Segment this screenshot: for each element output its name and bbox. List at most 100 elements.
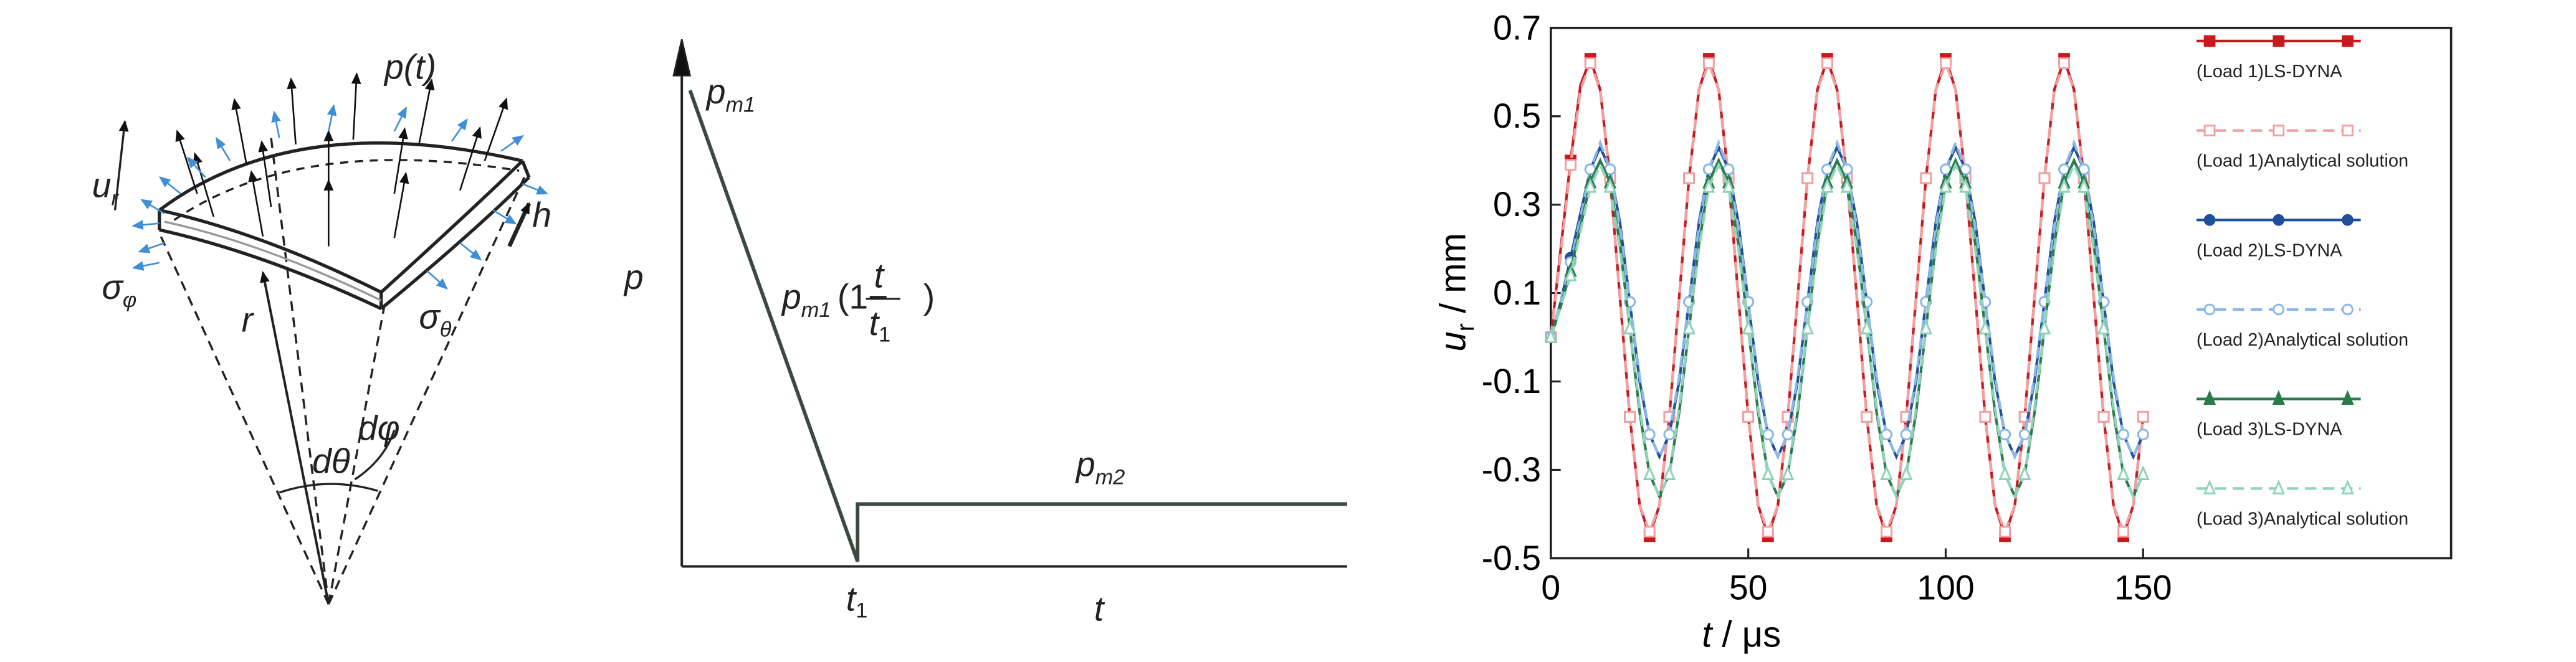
time-mark: t1 <box>846 580 867 623</box>
load-y-label: p <box>623 258 644 296</box>
stress-arrow <box>393 106 407 132</box>
marker <box>1662 465 1676 480</box>
marker <box>1663 428 1676 441</box>
marker <box>1801 319 1814 334</box>
marker <box>2272 390 2285 405</box>
pressure-arrow <box>175 130 198 194</box>
t: t <box>846 580 857 618</box>
angle-theta-label: dθ <box>312 442 350 480</box>
x-axis-label: t / μs <box>1702 615 1781 655</box>
marker <box>2203 390 2216 405</box>
marker <box>1762 526 1774 538</box>
stress-arrow <box>140 199 165 214</box>
stress-arrow <box>159 176 181 195</box>
p: p <box>781 278 801 316</box>
marker <box>1544 328 1557 343</box>
marker <box>1900 428 1912 441</box>
x-tick-label: 100 <box>1917 568 1974 607</box>
series-line <box>1549 59 2145 536</box>
pressure-label: p(t) <box>383 48 436 87</box>
marker <box>1999 428 2011 441</box>
marker <box>1978 319 1992 334</box>
marker <box>1840 178 1854 193</box>
marker <box>1682 319 1696 334</box>
formula: pm1 (1− <box>781 278 889 322</box>
marker <box>1821 178 1834 193</box>
marker <box>2117 465 2130 480</box>
displacement-arrow <box>113 120 129 210</box>
marker <box>2058 57 2070 69</box>
series-line <box>1549 157 2145 500</box>
stress-arrow <box>271 110 281 138</box>
pressure-arrow <box>393 171 409 239</box>
stress-arrow <box>522 183 549 195</box>
stress-arrow <box>492 209 517 225</box>
load-axes <box>680 65 1347 568</box>
marker <box>2273 35 2285 47</box>
legend-label: (Load 3)LS-DYNA <box>2197 420 2342 440</box>
stress-arrow <box>500 135 524 152</box>
marker <box>1564 266 1577 281</box>
m2: m2 <box>1095 466 1125 489</box>
marker <box>1821 57 1833 69</box>
u: u <box>1433 331 1474 351</box>
pressure-arrow <box>459 126 482 191</box>
pressure-arrow <box>231 98 247 164</box>
stress-arrow <box>186 156 206 178</box>
stress-arrow <box>138 242 165 253</box>
peak-label: pm1 <box>705 72 755 116</box>
pressure-arrow <box>248 170 264 237</box>
marker <box>2097 319 2111 334</box>
shell-bottom <box>158 160 531 311</box>
marker <box>1623 319 1636 334</box>
marker <box>2117 526 2129 538</box>
marker <box>1920 172 1932 184</box>
y-arrowhead <box>672 39 691 77</box>
marker <box>1643 465 1656 480</box>
marker <box>1702 178 1715 193</box>
radius-arrow <box>260 271 330 605</box>
marker <box>1939 178 1952 193</box>
marker <box>2203 303 2216 316</box>
marker <box>2018 465 2031 480</box>
marker <box>1801 172 1814 184</box>
marker <box>1919 319 1932 334</box>
marker <box>1860 319 1873 334</box>
marker <box>1762 428 1774 441</box>
marker <box>1999 526 2011 538</box>
stress-theta-label: σθ <box>419 297 451 341</box>
marker <box>1781 465 1795 480</box>
marker <box>1624 410 1636 423</box>
marker <box>1880 465 1893 480</box>
marker <box>1702 57 1715 69</box>
load-diagram <box>672 39 1347 568</box>
marker <box>2203 480 2216 494</box>
unit: / μs <box>1712 615 1781 655</box>
radius-label: r <box>242 301 255 339</box>
m1: m1 <box>801 298 831 322</box>
load-curve <box>688 90 1347 562</box>
marker <box>1643 526 1656 538</box>
pressure-arrow <box>393 127 408 194</box>
legend-label: (Load 2)Analytical solution <box>2197 330 2408 350</box>
marker <box>1565 159 1577 171</box>
marker <box>1782 428 1794 441</box>
marker <box>2273 214 2285 226</box>
r-sub: r <box>1452 323 1479 331</box>
marker <box>2273 303 2285 316</box>
marker <box>2342 303 2354 316</box>
y-axis-label: ur / mm <box>1433 233 1479 351</box>
x-tick-label: 50 <box>1729 568 1768 607</box>
marker <box>1940 57 1952 69</box>
y-tick-label: 0.7 <box>1493 8 1541 47</box>
thickness-arrow <box>507 202 531 247</box>
theta-sub: θ <box>440 318 452 341</box>
marker <box>2341 480 2354 494</box>
displacement-label: ur <box>92 166 120 210</box>
stress-arrow <box>216 136 231 162</box>
series-line <box>1549 54 2145 541</box>
marker <box>2203 35 2216 47</box>
marker <box>2272 480 2285 494</box>
